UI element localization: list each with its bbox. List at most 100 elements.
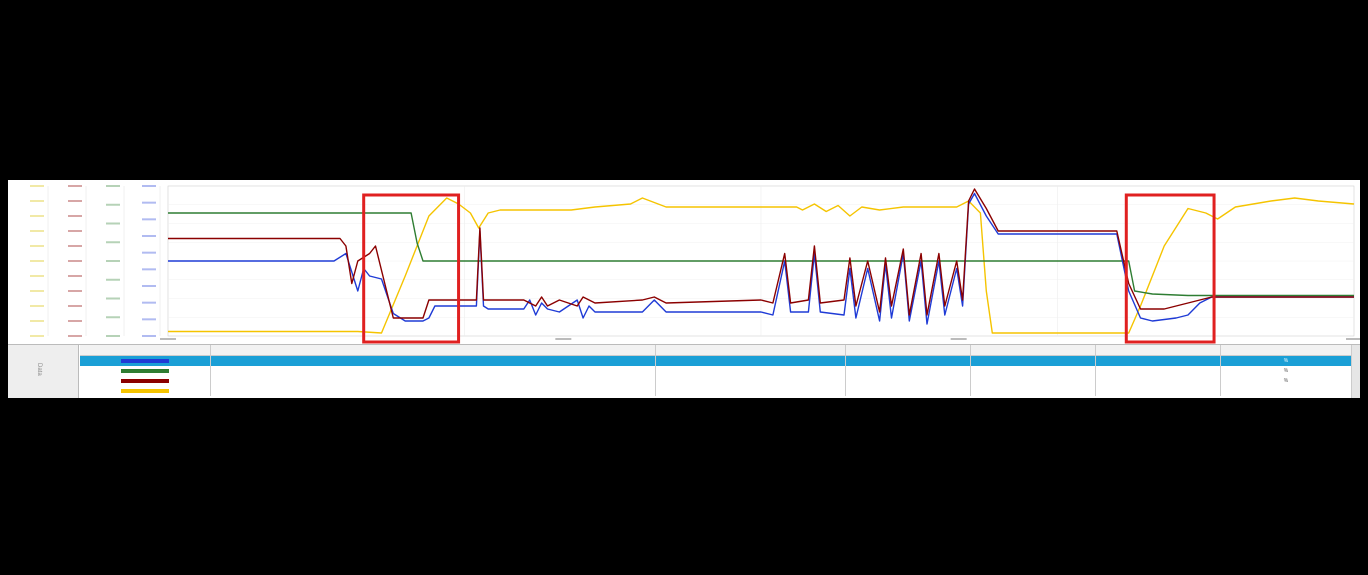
series-line: [168, 192, 1354, 325]
y-tick-mark: [68, 215, 82, 217]
col-header[interactable]: [655, 345, 846, 356]
legend-swatch: [120, 378, 169, 383]
table-cell: [845, 355, 971, 366]
table-cell: [1095, 386, 1221, 396]
y-tick-mark: [68, 320, 82, 322]
x-tick-mark: [555, 338, 572, 340]
legend-swatch: [120, 358, 169, 363]
y-tick-mark: [106, 222, 120, 225]
col-header[interactable]: [210, 345, 656, 356]
table-cell: [845, 376, 971, 386]
y-tick-mark: [106, 260, 120, 262]
y-tick-mark: [142, 285, 156, 287]
y-tick-mark: [106, 278, 120, 281]
x-tick-mark: [1346, 338, 1360, 340]
y-tick-mark: [142, 301, 156, 304]
chart-svg: [30, 185, 1360, 344]
col-header[interactable]: [1095, 345, 1221, 356]
y-tick-mark: [142, 218, 156, 221]
highlight-box: [1124, 193, 1216, 344]
col-header[interactable]: [1220, 345, 1353, 356]
y-tick-mark: [68, 290, 82, 292]
y-tick-mark: [106, 203, 120, 206]
highlight-box: [362, 193, 461, 344]
y-tick-mark: [30, 275, 44, 277]
table-cell: [970, 355, 1096, 366]
diagnostic-graph-panel: Data %%%: [8, 180, 1360, 398]
legend-swatch: [120, 388, 169, 393]
y-tick-mark: [68, 230, 82, 232]
table-cell: [210, 355, 656, 366]
legend-swatch-cell: [80, 355, 211, 366]
y-tick-mark: [30, 245, 44, 247]
table-cell: [655, 366, 846, 376]
x-tick-mark: [160, 338, 176, 340]
x-tick-mark: [950, 338, 967, 340]
col-header[interactable]: [80, 345, 211, 356]
table-cell: [210, 386, 656, 396]
y-tick-mark: [68, 260, 82, 262]
y-tick-mark: [68, 275, 82, 277]
table-cell: [655, 386, 846, 396]
legend-swatch-cell: [80, 386, 211, 396]
y-tick-mark: [142, 335, 156, 337]
y-tick-mark: [30, 290, 44, 292]
y-tick-mark: [142, 201, 156, 204]
table-row[interactable]: [80, 386, 1353, 396]
table-cell: [655, 355, 846, 366]
y-tick-mark: [30, 260, 44, 262]
table-cell: [970, 376, 1096, 386]
table-cell: [845, 386, 971, 396]
y-tick-mark: [106, 316, 120, 319]
table-cell: [210, 366, 656, 376]
legend-swatch-cell: [80, 366, 211, 376]
y-tick-mark: [142, 268, 156, 271]
y-tick-mark: [68, 200, 82, 202]
table-cell: %: [1220, 355, 1353, 366]
series-line: [168, 188, 1354, 319]
table-row[interactable]: %: [80, 355, 1353, 366]
col-header[interactable]: [970, 345, 1096, 356]
y-tick-mark: [106, 241, 120, 244]
y-tick-mark: [142, 235, 156, 237]
table-row[interactable]: %: [80, 366, 1353, 376]
table-cell: [970, 386, 1096, 396]
y-tick-mark: [68, 335, 82, 337]
y-tick-mark: [30, 320, 44, 322]
legend-swatch-cell: [80, 376, 211, 386]
table-row[interactable]: %: [80, 376, 1353, 386]
table-cell: [1095, 376, 1221, 386]
signal-chart[interactable]: [8, 180, 1360, 344]
y-tick-mark: [30, 305, 44, 307]
y-tick-mark: [142, 318, 156, 321]
table-cell: [1095, 355, 1221, 366]
y-tick-mark: [30, 185, 44, 187]
y-tick-mark: [106, 335, 120, 337]
y-tick-mark: [30, 335, 44, 337]
y-tick-mark: [68, 185, 82, 187]
y-tick-mark: [106, 297, 120, 300]
table-header-row: [80, 345, 1353, 356]
col-header[interactable]: [845, 345, 971, 356]
y-tick-mark: [142, 251, 156, 254]
table-cell: %: [1220, 376, 1353, 386]
signal-table: %%%: [80, 345, 1353, 396]
legend-swatch: [120, 368, 169, 373]
signal-table-panel: Data %%%: [8, 344, 1360, 398]
y-tick-mark: [68, 245, 82, 247]
side-tab-label: Data: [36, 363, 42, 376]
table-cell: %: [1220, 366, 1353, 376]
table-cell: [845, 366, 971, 376]
side-tab[interactable]: Data: [8, 345, 79, 398]
y-tick-mark: [106, 185, 120, 187]
table-cell: [210, 376, 656, 386]
y-tick-mark: [142, 185, 156, 187]
series-line: [168, 197, 1355, 334]
vertical-scrollbar[interactable]: [1351, 345, 1360, 398]
table-cell: [1095, 366, 1221, 376]
table-cell: [655, 376, 846, 386]
table-cell: [1220, 386, 1353, 396]
table-cell: [970, 366, 1096, 376]
y-tick-mark: [30, 200, 44, 202]
y-tick-mark: [30, 215, 44, 217]
